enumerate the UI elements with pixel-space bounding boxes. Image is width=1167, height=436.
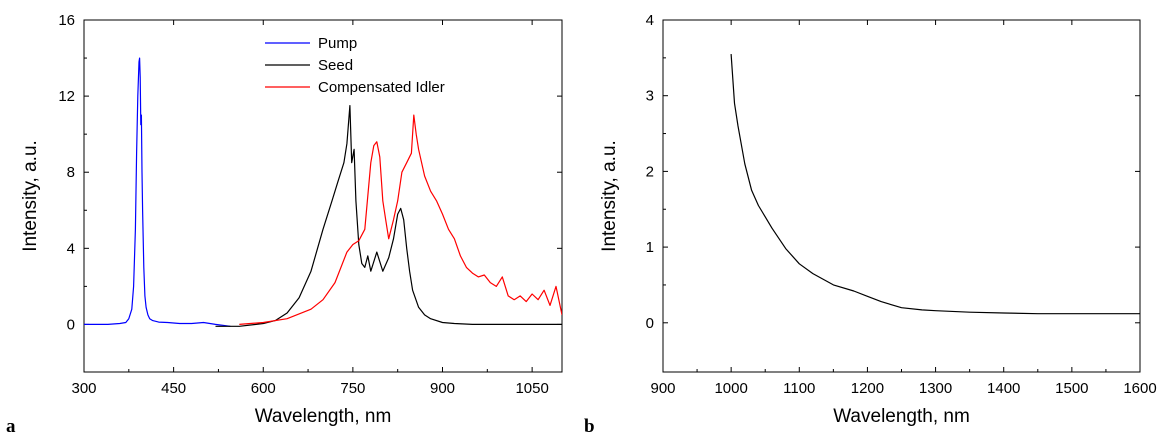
y-axis-title-b: Intensity, a.u. — [599, 140, 620, 252]
x-tick-label-a: 600 — [251, 380, 276, 397]
x-tick-label-a: 1050 — [515, 380, 548, 397]
y-tick-label-b: 3 — [646, 88, 654, 105]
y-tick-label-a: 16 — [58, 12, 75, 29]
x-axis-title-a: Wavelength, nm — [255, 406, 392, 427]
y-tick-label-a: 8 — [67, 164, 75, 181]
panel-letter-b: b — [584, 416, 595, 436]
x-tick-label-b: 1500 — [1055, 380, 1088, 397]
x-tick-label-b: 1000 — [714, 380, 747, 397]
series-line-pump-a — [84, 57, 231, 327]
x-tick-label-b: 1100 — [783, 380, 815, 397]
y-tick-label-b: 0 — [646, 315, 654, 332]
y-tick-label-b: 2 — [646, 163, 654, 180]
legend-label: Seed — [318, 57, 353, 74]
x-tick-label-b: 1300 — [919, 380, 952, 397]
chart-panel-b: 900 1000 1100 1200 1300 1400 1500 1600 0 1 2 3 4 Wave… — [599, 12, 1157, 427]
legend-label: Pump — [318, 35, 357, 52]
x-axis-title-b: Wavelength, nm — [833, 406, 970, 427]
legend-label: Compensated Idler — [318, 79, 445, 96]
y-tick-label-a: 0 — [67, 316, 75, 333]
y-axis-title-a: Intensity, a.u. — [20, 140, 41, 252]
series-line-seed-a — [215, 104, 562, 327]
y-tick-label-b: 1 — [646, 239, 654, 256]
series-line-series-0-b — [730, 54, 1140, 315]
y-tick-label-a: 12 — [58, 88, 75, 105]
x-tick-label-b: 900 — [650, 380, 675, 397]
series-line-compensated-idler-a — [239, 114, 562, 325]
x-tick-label-b: 1200 — [851, 380, 884, 397]
x-tick-label-a: 300 — [71, 380, 96, 397]
plot-frame-a — [83, 19, 563, 373]
y-tick-label-b: 4 — [646, 12, 654, 29]
chart-panel-a: 300 450 600 750 900 1050 0 4 8 12 16 Wavelength, nm… — [20, 12, 563, 427]
y-tick-label-a: 4 — [67, 240, 75, 257]
x-tick-label-a: 750 — [340, 380, 365, 397]
x-tick-label-a: 900 — [430, 380, 455, 397]
panel-letter-a: a — [6, 416, 16, 436]
x-tick-label-b: 1400 — [987, 380, 1020, 397]
x-tick-label-a: 450 — [161, 380, 186, 397]
x-tick-label-b: 1600 — [1123, 380, 1156, 397]
plot-frame-b — [662, 19, 1141, 373]
